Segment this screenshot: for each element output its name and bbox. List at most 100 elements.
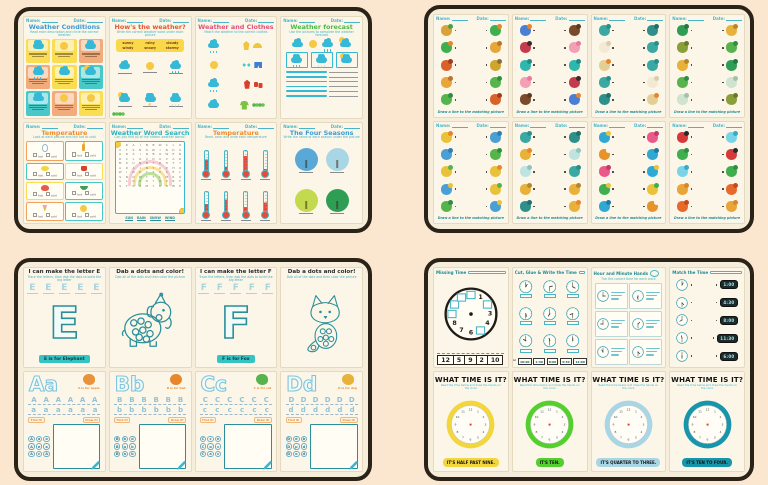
cloud-part bbox=[208, 99, 220, 108]
word-search-frame: SRAINBWCLOUTSNOWINDSORAINBOWENRCLOUDUVAD… bbox=[114, 141, 186, 214]
connect-dot bbox=[690, 99, 693, 101]
question-text bbox=[285, 76, 328, 78]
weather-icon-cell bbox=[207, 99, 221, 110]
sheet-head: Hour and Minute Hands bbox=[594, 270, 664, 277]
connect-dot bbox=[533, 64, 535, 67]
letter-caption-banner: F is for Fox bbox=[217, 355, 255, 363]
left-picture bbox=[519, 58, 535, 71]
rain-icon bbox=[321, 38, 335, 52]
svg-text:7: 7 bbox=[620, 435, 622, 439]
left-picture bbox=[598, 130, 614, 143]
svg-text:6: 6 bbox=[627, 437, 629, 441]
sheet-match-bunnies: Name: Date: Draw a line to the matching … bbox=[590, 14, 667, 118]
answer-blank bbox=[329, 91, 358, 93]
svg-text:8: 8 bbox=[693, 430, 695, 434]
flower-icon bbox=[179, 208, 185, 214]
clock-question-cell bbox=[629, 338, 663, 365]
answer-line bbox=[201, 178, 212, 180]
letter-circle: c bbox=[214, 450, 222, 458]
sheet-title: I can make the letter F bbox=[200, 269, 272, 275]
right-picture bbox=[485, 24, 502, 37]
cloud-part bbox=[292, 38, 304, 48]
clock-cell bbox=[519, 280, 533, 299]
svg-text:12: 12 bbox=[469, 407, 473, 411]
hot-cold-options: hot cold bbox=[33, 172, 57, 177]
birds-icon bbox=[489, 182, 502, 195]
weather-card bbox=[52, 65, 77, 90]
trace-letter: d bbox=[349, 406, 355, 415]
accent bbox=[654, 182, 660, 188]
trace-letter: B bbox=[177, 395, 184, 404]
cloud-part bbox=[316, 53, 328, 63]
farm-animals-icon bbox=[677, 24, 690, 37]
text-line bbox=[29, 78, 48, 80]
clock-question-cell bbox=[594, 310, 628, 338]
accent bbox=[448, 182, 453, 188]
match-row bbox=[672, 147, 742, 160]
answer-line bbox=[221, 220, 232, 221]
grid-letter: R bbox=[119, 156, 122, 161]
trace-letter: a bbox=[80, 406, 86, 415]
sheet-match-butterflies: Name: Date: Draw a line to the matching … bbox=[511, 14, 588, 118]
rain-icon bbox=[169, 60, 183, 74]
left-picture bbox=[677, 199, 693, 212]
trace-letter: C bbox=[202, 395, 208, 404]
jungle-animals-icon bbox=[489, 93, 502, 106]
match-row bbox=[594, 147, 664, 160]
accent bbox=[654, 41, 660, 47]
svg-text:4: 4 bbox=[719, 430, 721, 434]
grid-letter: I bbox=[139, 165, 141, 170]
trace-letter: F bbox=[198, 283, 210, 294]
match-row bbox=[515, 147, 585, 160]
choice-lines bbox=[645, 319, 660, 328]
match-row bbox=[515, 93, 585, 106]
grid-letter: S bbox=[119, 174, 122, 179]
panel-letter-worksheets[interactable]: I can make the letter E Trace the letter… bbox=[14, 258, 372, 481]
weather-card bbox=[52, 91, 77, 116]
grid-letter: O bbox=[132, 174, 135, 179]
date-label: Date: bbox=[634, 17, 664, 21]
accent bbox=[684, 165, 690, 171]
clock-icon bbox=[597, 318, 609, 330]
connect-dot bbox=[612, 188, 614, 190]
sun-icon bbox=[60, 94, 69, 103]
left-picture bbox=[598, 58, 614, 71]
sheet-title: Weather Conditions bbox=[28, 23, 100, 31]
option-label: hot bbox=[33, 192, 43, 197]
forecast-questions bbox=[285, 71, 358, 97]
butterflies-icon bbox=[568, 76, 581, 89]
icecream-icon bbox=[42, 204, 48, 212]
svg-text:8: 8 bbox=[536, 430, 538, 434]
time-sentence: IT'S QUARTER TO THREE. bbox=[596, 458, 661, 467]
rain-icon bbox=[31, 66, 45, 80]
cloudsun-icon bbox=[117, 91, 132, 104]
grid-letter: I bbox=[139, 143, 141, 148]
option-label: cold bbox=[85, 152, 96, 158]
grid-letter: D bbox=[145, 179, 148, 184]
snowman-icon bbox=[41, 143, 48, 152]
answer-box bbox=[520, 321, 533, 326]
accent bbox=[448, 93, 453, 99]
draw-label: Draw it! bbox=[82, 416, 101, 423]
choice-line bbox=[645, 319, 660, 322]
date-label: Date: bbox=[477, 17, 506, 21]
connect-dot bbox=[715, 284, 718, 286]
panel-matching-worksheets[interactable]: Name: Date: Draw a line to the matching … bbox=[424, 5, 754, 233]
sheet-title: I can make the letter E bbox=[28, 269, 101, 275]
panel-weather-worksheets[interactable]: Name: Date: Weather Conditions Read each… bbox=[14, 7, 372, 233]
answer-line bbox=[330, 213, 345, 215]
name-label: Name: bbox=[594, 123, 626, 128]
accent bbox=[654, 130, 660, 136]
question-text bbox=[285, 85, 328, 88]
connect-dot bbox=[533, 153, 535, 156]
weather-card-picture bbox=[54, 92, 75, 104]
svg-text:2: 2 bbox=[483, 415, 485, 419]
grid-letter: R bbox=[125, 152, 128, 157]
cloud-part bbox=[291, 53, 303, 63]
